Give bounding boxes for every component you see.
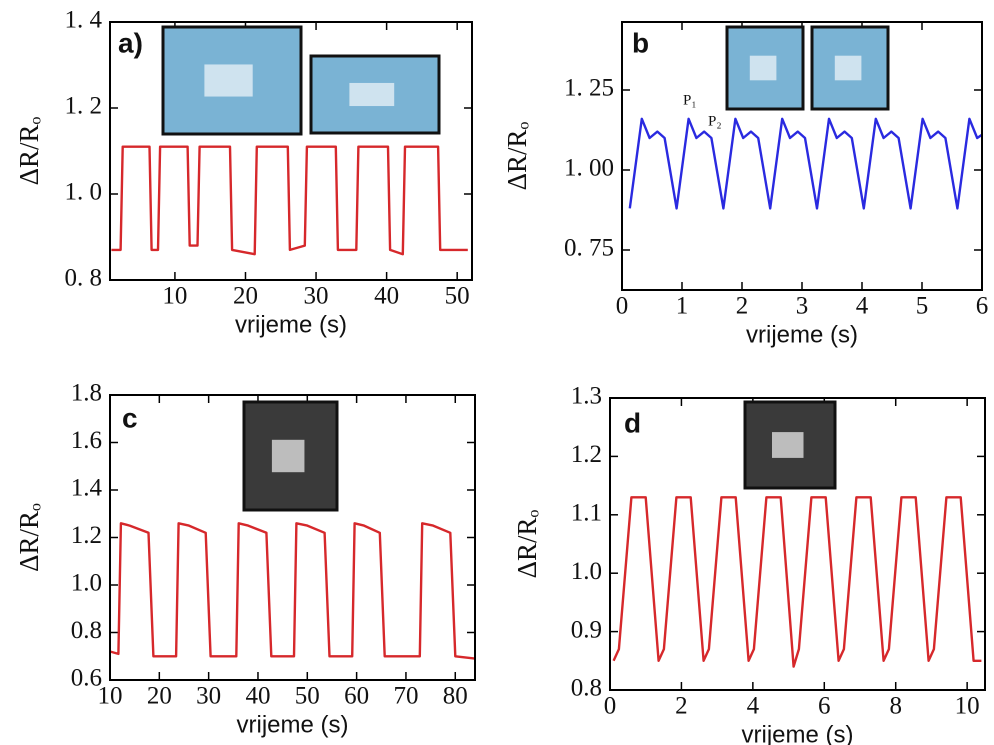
x-tick-label: 6 xyxy=(818,693,831,720)
annotation: P₁ xyxy=(683,92,697,108)
y-tick-label: 1. 00 xyxy=(564,155,614,182)
panel: 0.6 0.8 1.0 1.2 1.4 1.6 1.8 10 20 30 40 50 60 70 80 vri… xyxy=(14,380,476,738)
x-tick-label: 2 xyxy=(675,693,688,720)
x-axis-label: vrijeme (s) xyxy=(746,321,858,348)
x-tick-label: 80 xyxy=(443,683,468,710)
plot-frame xyxy=(109,394,476,681)
y-tick-label: 1.2 xyxy=(571,441,602,468)
panel-label: d xyxy=(624,407,641,438)
y-tick-label: 0. 75 xyxy=(564,235,614,262)
inset-detail xyxy=(772,432,804,458)
y-tick-label: 1. 25 xyxy=(564,75,614,102)
panel-label: c xyxy=(122,402,138,433)
y-tick-label: 1. 0 xyxy=(65,179,103,206)
annotation: P₂ xyxy=(708,113,722,129)
panel: 0. 75 1. 00 1. 25 0 1 2 3 4 5 6 vrijeme (s) ΔR/Rₒ b P… xyxy=(502,21,989,348)
y-axis-label: ΔR/Rₒ xyxy=(14,503,44,572)
x-tick-label: 40 xyxy=(245,683,270,710)
plot-frame xyxy=(109,21,473,281)
plot-frame xyxy=(621,21,983,291)
panel-label: b xyxy=(632,27,649,58)
y-tick-label: 1. 4 xyxy=(65,7,103,34)
x-tick-label: 3 xyxy=(796,293,809,320)
inset-detail xyxy=(271,439,305,473)
y-tick-label: 0.8 xyxy=(71,617,102,644)
data-line xyxy=(109,522,476,660)
x-tick-label: 30 xyxy=(196,683,221,710)
y-axis-label: ΔR/Rₒ xyxy=(502,121,532,190)
x-tick-label: 10 xyxy=(98,683,123,710)
y-axis-label: ΔR/Rₒ xyxy=(14,116,44,185)
x-tick-label: 20 xyxy=(147,683,172,710)
y-tick-label: 1.8 xyxy=(71,380,102,407)
inset-photo xyxy=(242,400,339,512)
y-tick-label: 0.6 xyxy=(71,665,102,692)
inset-detail xyxy=(204,64,253,97)
x-tick-label: 5 xyxy=(916,293,929,320)
x-tick-label: 0 xyxy=(604,693,617,720)
x-axis-label: vrijeme (s) xyxy=(235,311,347,338)
x-tick-label: 4 xyxy=(856,293,869,320)
y-tick-label: 1. 2 xyxy=(65,93,103,120)
inset-photo xyxy=(810,25,890,111)
x-tick-label: 50 xyxy=(295,683,320,710)
panel: 0. 8 1. 0 1. 2 1. 4 10 20 30 40 50 vrijeme (s) ΔR/… xyxy=(14,7,473,338)
y-tick-label: 1.1 xyxy=(571,500,602,527)
y-tick-label: 1.0 xyxy=(71,570,102,597)
y-tick-label: 1.6 xyxy=(71,427,102,454)
x-tick-label: 2 xyxy=(736,293,749,320)
y-tick-label: 1.0 xyxy=(571,558,602,585)
x-tick-label: 0 xyxy=(616,293,629,320)
inset-detail xyxy=(749,55,777,81)
y-axis-label: ΔR/Rₒ xyxy=(512,509,542,578)
x-tick-label: 10 xyxy=(162,283,187,310)
x-tick-label: 50 xyxy=(445,283,470,310)
x-tick-label: 30 xyxy=(304,283,329,310)
y-tick-label: 1.2 xyxy=(71,522,102,549)
y-tick-label: 1.3 xyxy=(571,383,602,410)
data-line xyxy=(111,145,468,256)
x-tick-label: 20 xyxy=(233,283,258,310)
data-line xyxy=(612,496,982,668)
x-tick-label: 70 xyxy=(393,683,418,710)
inset-detail xyxy=(834,55,862,81)
panel: 0.8 0.9 1.0 1.1 1.2 1.3 0 2 4 6 8 10 vrijeme (s) ΔR/R… xyxy=(512,383,986,745)
x-tick-label: 60 xyxy=(344,683,369,710)
y-tick-label: 0.9 xyxy=(571,616,602,643)
x-tick-label: 8 xyxy=(889,693,902,720)
x-axis-label: vrijeme (s) xyxy=(742,721,854,745)
x-tick-label: 40 xyxy=(374,283,399,310)
inset-detail xyxy=(349,82,395,107)
y-tick-label: 1.4 xyxy=(71,475,103,502)
x-tick-label: 1 xyxy=(676,293,689,320)
x-tick-label: 6 xyxy=(976,293,989,320)
y-tick-label: 0. 8 xyxy=(65,265,103,292)
data-line xyxy=(628,117,983,210)
plot-frame xyxy=(609,397,986,691)
x-tick-label: 10 xyxy=(955,693,980,720)
x-axis-label: vrijeme (s) xyxy=(237,711,349,738)
x-tick-label: 4 xyxy=(747,693,760,720)
y-tick-label: 0.8 xyxy=(571,675,602,702)
panel-label: a) xyxy=(118,27,143,58)
